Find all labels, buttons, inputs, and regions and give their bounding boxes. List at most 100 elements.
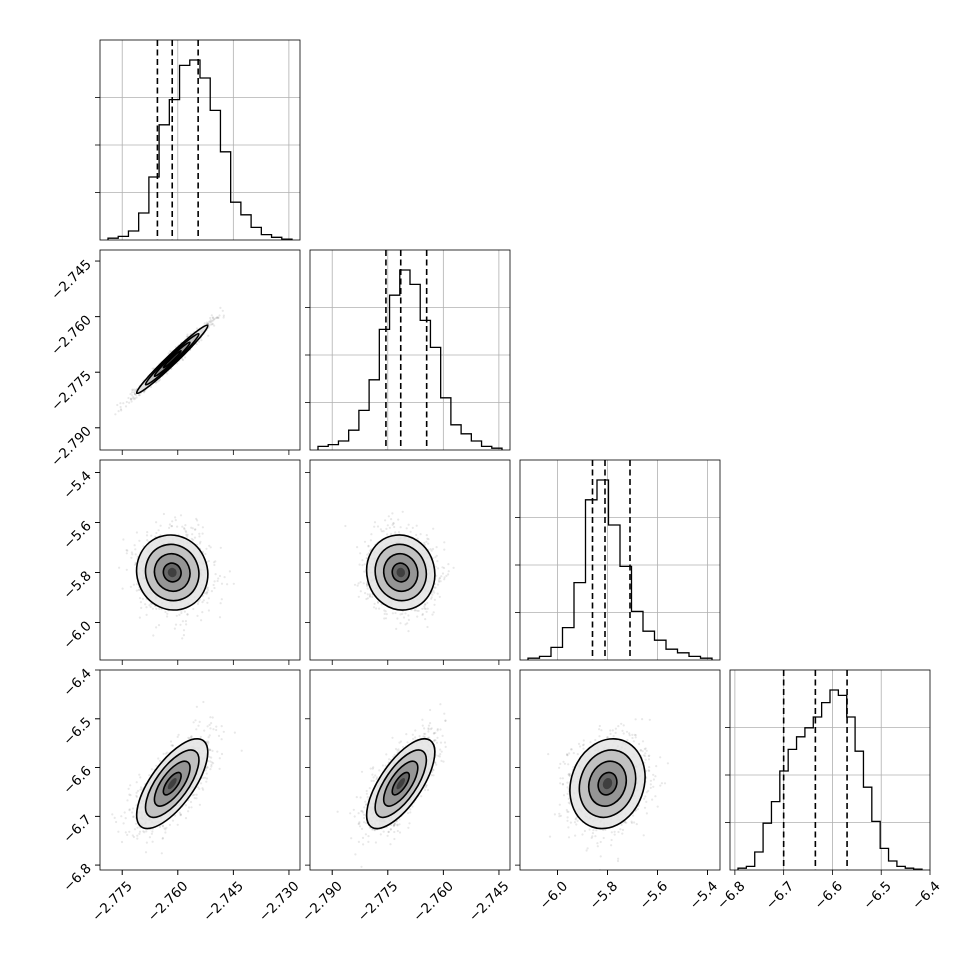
scatter-point (437, 567, 440, 570)
scatter-point (219, 602, 222, 605)
scatter-point (435, 554, 438, 557)
scatter-point (174, 516, 177, 519)
scatter-point (373, 521, 377, 524)
panel-frame (519, 459, 721, 661)
scatter-point (447, 563, 450, 566)
scatter-point (189, 736, 192, 740)
scatter-point (181, 620, 184, 623)
scatter-panel-2-1 (344, 510, 455, 633)
scatter-point (423, 543, 426, 546)
scatter-point (206, 740, 209, 743)
scatter-point (206, 766, 209, 769)
scatter-point (434, 565, 437, 568)
scatter-point (145, 534, 149, 537)
scatter-point (218, 616, 222, 619)
scatter-point (368, 549, 371, 552)
scatter-point (136, 826, 139, 829)
scatter-point (184, 817, 188, 820)
scatter-point (176, 362, 179, 365)
scatter-point (118, 566, 121, 569)
scatter-point (395, 627, 398, 631)
scatter-point (370, 533, 373, 536)
scatter-point (134, 561, 137, 564)
scatter-point (443, 541, 446, 544)
scatter-point (443, 576, 446, 579)
scatter-point (169, 740, 173, 743)
scatter-point (423, 541, 426, 545)
scatter-point (169, 350, 172, 353)
scatter-point (138, 830, 142, 833)
scatter-point (151, 367, 154, 370)
scatter-point (205, 777, 209, 780)
scatter-point (372, 606, 376, 609)
scatter-point (212, 728, 215, 731)
scatter-point (383, 612, 386, 616)
scatter-point (442, 566, 446, 570)
scatter-point (178, 613, 181, 617)
scatter-point (213, 324, 216, 327)
scatter-point (175, 614, 178, 617)
scatter-point (198, 542, 202, 545)
scatter-point (367, 552, 370, 555)
scatter-point (198, 787, 201, 791)
scatter-point (202, 788, 205, 791)
scatter-point (174, 623, 178, 626)
scatter-point (200, 619, 203, 622)
scatter-point (174, 519, 177, 522)
scatter-point (164, 610, 167, 614)
scatter-point (404, 623, 407, 626)
scatter-point (132, 815, 135, 818)
scatter-point (130, 397, 133, 400)
scatter-point (193, 536, 197, 539)
scatter-point (433, 598, 436, 601)
scatter-point (211, 323, 214, 326)
scatter-point (423, 607, 426, 610)
scatter-point (168, 823, 171, 827)
scatter-point (191, 794, 194, 797)
scatter-point (183, 610, 186, 613)
scatter-point (182, 358, 185, 362)
scatter-point (128, 401, 131, 404)
scatter-point (415, 533, 418, 537)
contour-line (162, 349, 182, 369)
scatter-panel-3-0 (111, 700, 243, 855)
scatter-point (135, 589, 138, 592)
scatter-point (436, 583, 440, 586)
scatter-point (132, 583, 135, 586)
scatter-point (222, 314, 225, 317)
scatter-point (201, 550, 205, 553)
scatter-point (194, 528, 197, 531)
scatter-point (393, 525, 396, 529)
scatter-point (359, 552, 362, 555)
scatter-point (163, 827, 166, 830)
scatter-point (155, 626, 158, 629)
scatter-point (386, 533, 389, 536)
scatter-point (409, 530, 412, 533)
scatter-point (159, 759, 162, 762)
scatter-point (430, 597, 433, 600)
scatter-point (130, 391, 134, 394)
scatter-point (213, 580, 216, 583)
scatter-point (367, 544, 370, 547)
scatter-point (368, 595, 371, 598)
scatter-point (210, 761, 213, 764)
scatter-point (394, 531, 397, 534)
scatter-point (184, 620, 187, 623)
scatter-point (186, 533, 189, 536)
scatter-point (215, 316, 218, 320)
scatter-point (435, 546, 438, 549)
scatter-point (383, 617, 386, 620)
scatter-point (152, 634, 155, 637)
scatter-point (149, 605, 152, 609)
scatter-point (369, 594, 372, 597)
contour-line (391, 562, 411, 583)
scatter-point (145, 830, 148, 833)
scatter-point (217, 316, 220, 319)
scatter-point (432, 589, 435, 592)
scatter-point (126, 833, 129, 837)
scatter-point (432, 611, 435, 614)
scatter-point (164, 831, 167, 834)
scatter-point (159, 524, 162, 527)
scatter-point (208, 320, 211, 323)
